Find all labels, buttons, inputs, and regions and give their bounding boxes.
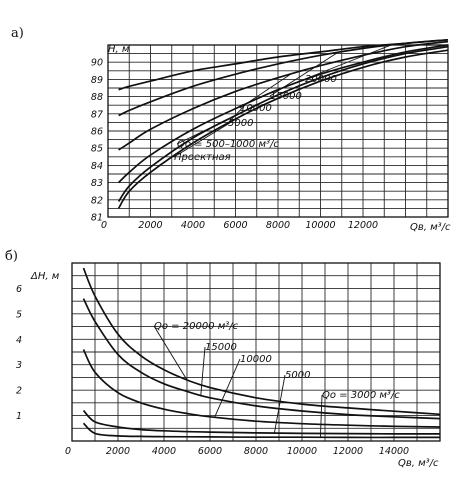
series-curve	[82, 267, 441, 416]
y-tick-label: 88	[91, 92, 103, 103]
series-curve	[82, 422, 440, 439]
panel-label: б)	[5, 249, 18, 264]
panel-label: a)	[11, 26, 24, 41]
x-tick-label: 8000	[266, 220, 290, 231]
x-tick-label: 10000	[305, 220, 335, 231]
y-tick-label: 84	[91, 161, 103, 172]
chart-panel-2: б) 1 2 3 4 5 6 0 2000 4000 6000 8000 10000 12000 14000…	[5, 249, 441, 469]
y-axis-label: ΔH, м	[30, 271, 60, 282]
series-label: 5000	[285, 370, 310, 381]
x-tick-label: 4000	[181, 220, 205, 231]
series-label: 5000	[228, 118, 253, 129]
x-tick-label: 12000	[348, 220, 378, 231]
y-tick-label: 1	[16, 411, 22, 422]
y-tick-label: 89	[91, 75, 103, 86]
x-tick-label: 0	[65, 446, 71, 457]
y-tick-label: 4	[16, 335, 22, 346]
x-axis-label: Qв, м³/c	[410, 222, 451, 233]
series-label: Qо = 3000 м³/c	[322, 390, 400, 401]
series-curve	[118, 40, 449, 151]
y-tick-label: 86	[91, 127, 103, 138]
plot-frame	[71, 262, 441, 442]
y-tick-label: 6	[16, 284, 22, 295]
x-tick-label: 6000	[198, 446, 222, 457]
series-label: 20000	[305, 74, 337, 85]
series-curve	[118, 44, 449, 184]
x-tick-label: 2000	[106, 446, 130, 457]
x-tick-label: 2000	[138, 220, 162, 231]
series-label-leader	[214, 358, 241, 418]
series-label-leader	[173, 116, 240, 158]
series-curve	[82, 349, 441, 428]
series-label: 10000	[240, 103, 272, 114]
series-label: Проектная	[174, 152, 231, 163]
x-tick-label: 8000	[244, 446, 268, 457]
x-axis-label: Qв, м³/c	[398, 458, 439, 469]
y-tick-label: 2	[16, 386, 22, 397]
series-label: Qо = 500–1000 м³/c	[177, 139, 279, 150]
series-label: 10000	[240, 354, 272, 365]
series-label-leader	[239, 73, 292, 109]
chart-panel-1: a) 81 82 83 84 85 86 87 88 89 90 0 2000 4000 6000 8000 1…	[11, 26, 451, 233]
y-axis-label: H, м	[108, 44, 130, 55]
x-tick-label: 10000	[287, 446, 317, 457]
y-tick-label: 81	[91, 213, 103, 224]
series-label-leader	[304, 43, 393, 80]
series-curve	[117, 49, 449, 209]
y-tick-label: 90	[91, 58, 103, 69]
y-tick-label: 83	[91, 178, 103, 189]
y-tick-label: 87	[91, 109, 103, 120]
series-curve	[118, 38, 449, 117]
series-label-leader	[153, 325, 188, 381]
series-curve	[118, 38, 449, 91]
x-tick-label: 12000	[333, 446, 363, 457]
series-label-leader	[269, 52, 338, 97]
series-label: 15000	[270, 91, 302, 102]
plot-frame	[107, 44, 449, 218]
series-label: Qо = 20000 м³/c	[154, 321, 239, 332]
x-tick-label: 4000	[152, 446, 176, 457]
series-curve	[117, 45, 449, 202]
series-label-leader	[273, 374, 286, 434]
x-tick-label: 6000	[223, 220, 247, 231]
series-curve	[82, 298, 441, 420]
series-label-leader	[319, 394, 323, 438]
y-tick-label: 82	[91, 195, 103, 206]
series-label-leader	[176, 106, 253, 145]
series-label: 15000	[205, 342, 237, 353]
x-tick-label: 14000	[379, 446, 409, 457]
series-label-leader	[227, 103, 247, 124]
y-tick-label: 5	[16, 309, 22, 320]
series-label-leader	[200, 346, 206, 396]
y-tick-label: 85	[91, 144, 103, 155]
x-tick-label: 0	[101, 220, 107, 231]
y-tick-label: 3	[16, 360, 22, 371]
series-curve	[82, 409, 440, 435]
